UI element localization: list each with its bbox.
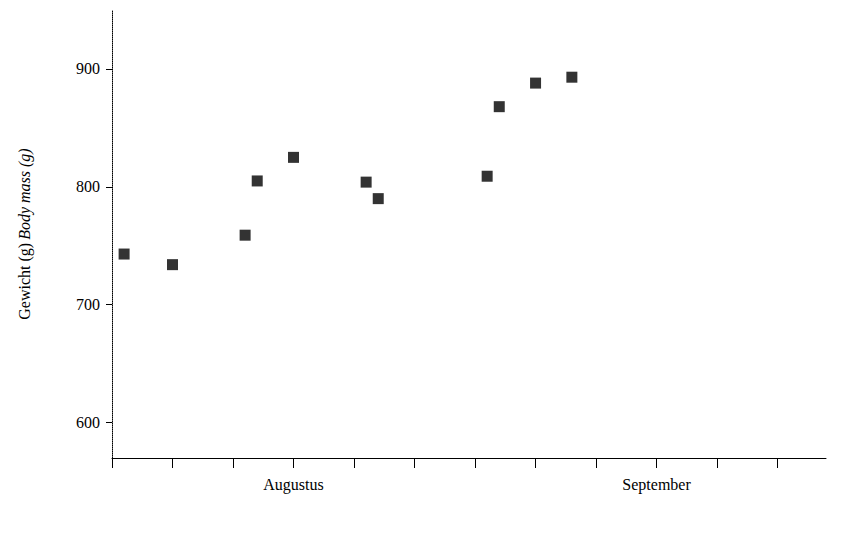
- svg-text:700: 700: [76, 296, 100, 313]
- svg-text:800: 800: [76, 178, 100, 195]
- svg-text:September: September: [622, 476, 691, 494]
- svg-text:Augustus: Augustus: [263, 476, 323, 494]
- svg-text:900: 900: [76, 60, 100, 77]
- svg-text:Gewicht (g): Gewicht (g): [16, 243, 34, 320]
- svg-text:Body mass (g): Body mass (g): [16, 148, 34, 240]
- svg-text:600: 600: [76, 414, 100, 431]
